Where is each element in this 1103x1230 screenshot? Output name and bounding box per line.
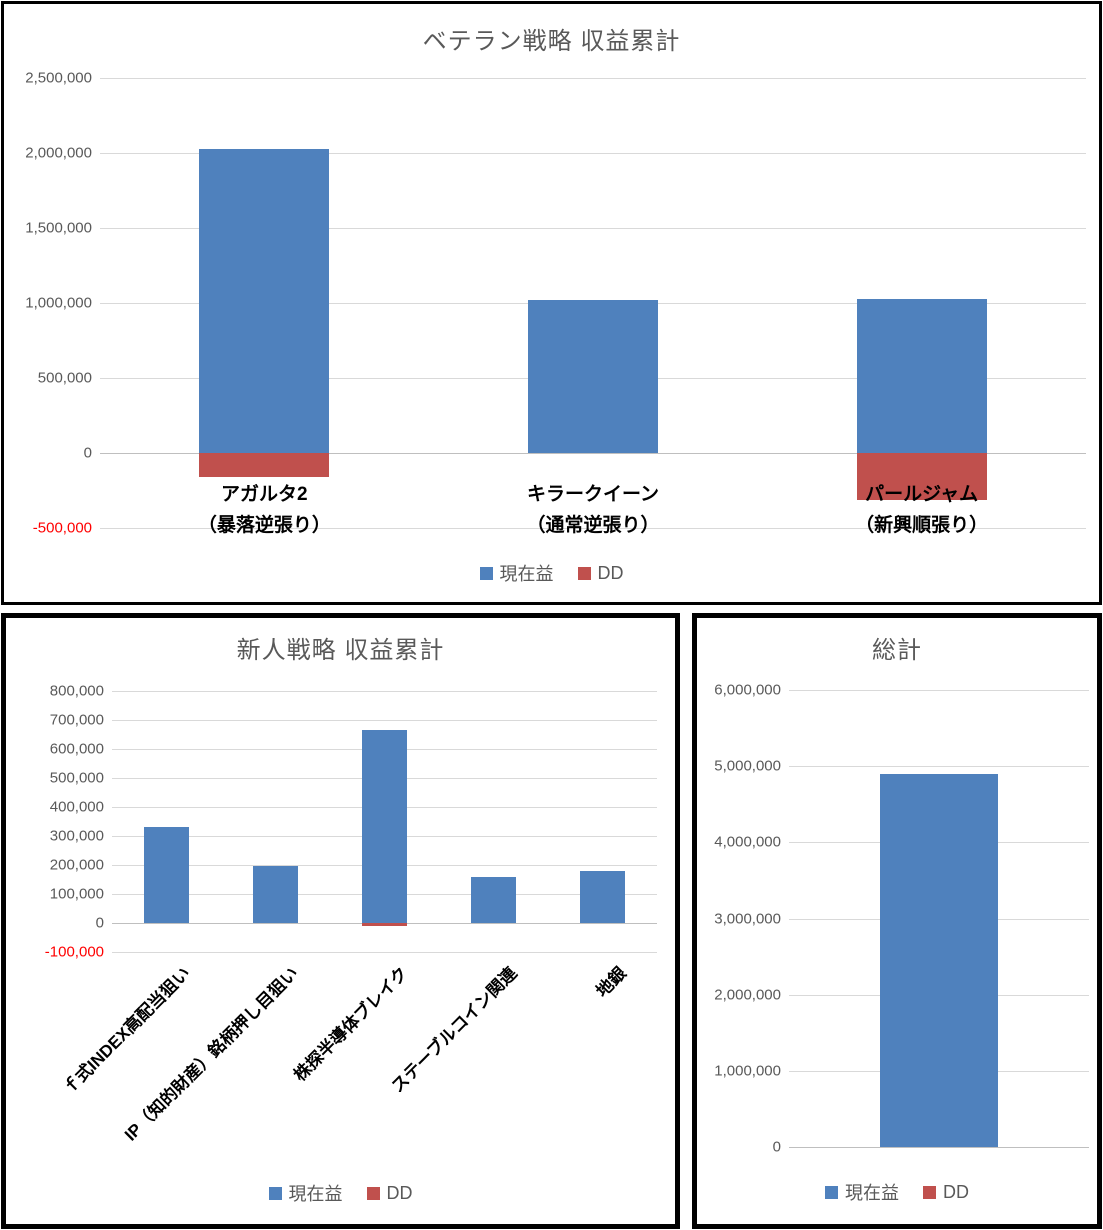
legend-swatch — [923, 1185, 936, 1199]
gridline — [112, 691, 657, 692]
dd-bar — [199, 453, 330, 477]
y-tick-label: 3,000,000 — [714, 910, 781, 927]
profit-bar — [253, 866, 298, 923]
legend-label: DD — [386, 1182, 413, 1203]
gridline — [789, 690, 1089, 691]
legend-item: 現在益 — [825, 1179, 899, 1205]
category-label-line: （暴落逆張り） — [197, 515, 331, 537]
y-tick-label: 400,000 — [49, 798, 104, 816]
y-tick-label: 0 — [772, 1138, 781, 1156]
gridline — [100, 453, 1086, 454]
category-label: キラークイーン （通常逆張り） — [443, 479, 743, 542]
profit-bar — [880, 773, 998, 1147]
chart-title: ベテラン戦略 収益累計 — [422, 28, 681, 55]
category-label: IP（知的財産）銘柄押し目狙い — [121, 963, 303, 1145]
y-tick-label: 2,500,000 — [25, 69, 92, 87]
chart-title: 総計 — [872, 637, 922, 664]
profit-bar — [144, 827, 189, 923]
legend-swatch — [479, 566, 493, 580]
legend-item: DD — [923, 1182, 969, 1203]
profit-bar — [199, 148, 330, 453]
category-label-line: パールジャム — [865, 484, 979, 505]
rookie-strategy-chart[interactable]: 新人戦略 収益累計 800,000 700,000 600,000 500,000 40… — [1, 613, 680, 1229]
y-tick-label: 5,000,000 — [714, 757, 781, 775]
profit-bar — [471, 876, 516, 923]
y-tick-label: 200,000 — [49, 856, 104, 874]
y-tick-label: 0 — [95, 914, 104, 932]
category-label-line: キラークイーン — [526, 484, 660, 505]
profit-bar — [580, 870, 625, 923]
legend-item: DD — [366, 1182, 413, 1204]
y-tick-label: 800,000 — [49, 682, 104, 700]
category-label: 地銀 — [591, 963, 630, 1002]
y-tick-label: 0 — [83, 444, 92, 462]
plot-area: 800,000 700,000 600,000 500,000 400,000 300,0… — [6, 618, 675, 1224]
y-tick-label: 500,000 — [49, 769, 104, 787]
veteran-strategy-chart[interactable]: ベテラン戦略 収益累計 2,500,000 2,000,000 1,500,000 1… — [1, 1, 1102, 605]
y-tick-label: 500,000 — [37, 369, 92, 387]
dd-bar — [362, 923, 407, 926]
category-label-line: （新興順張り） — [855, 515, 989, 537]
plot-area: 2,500,000 2,000,000 1,500,000 1,000,000 500,… — [4, 4, 1099, 602]
y-tick-label: 300,000 — [49, 827, 104, 845]
category-label: 株探半導体ブレイク — [290, 963, 412, 1085]
y-tick-label: -500,000 — [32, 519, 92, 537]
profit-bar — [362, 730, 407, 923]
category-label-line: （通常逆張り） — [526, 515, 660, 537]
gridline — [112, 720, 657, 721]
category-label: アガルタ2 （暴落逆張り） — [114, 479, 414, 542]
chart-title: 新人戦略 収益累計 — [236, 637, 445, 664]
legend-swatch — [366, 1186, 380, 1200]
gridline — [100, 78, 1086, 79]
y-tick-label: 600,000 — [49, 740, 104, 758]
gridline — [789, 766, 1089, 768]
plot-area: 6,000,000 5,000,000 4,000,000 3,000,000 2,00… — [697, 618, 1097, 1224]
legend: 現在益 DD — [4, 560, 1099, 586]
y-tick-label: 2,000,000 — [25, 144, 92, 162]
legend-label: 現在益 — [499, 564, 554, 584]
legend-swatch — [577, 566, 591, 580]
gridline — [100, 228, 1086, 229]
gridline — [789, 1147, 1089, 1148]
legend-label: DD — [597, 562, 624, 583]
category-label-line: アガルタ2 — [221, 484, 308, 505]
legend-item: 現在益 — [268, 1180, 343, 1206]
legend-item: 現在益 — [479, 560, 554, 586]
profit-bar — [528, 300, 658, 453]
legend-item: DD — [577, 562, 624, 584]
legend-label: 現在益 — [288, 1184, 343, 1204]
category-label: パールジャム （新興順張り） — [772, 479, 1072, 542]
legend-label: 現在益 — [845, 1183, 899, 1203]
legend: 現在益 DD — [697, 1179, 1097, 1205]
legend-swatch — [825, 1185, 838, 1199]
y-tick-label: 2,000,000 — [714, 986, 781, 1004]
y-tick-label: 1,500,000 — [25, 219, 92, 237]
y-tick-label: 1,000,000 — [25, 294, 92, 312]
y-tick-label: 700,000 — [49, 711, 104, 729]
y-tick-label: 6,000,000 — [714, 681, 781, 699]
gridline — [100, 528, 1086, 529]
dd-bar — [856, 453, 987, 500]
legend: 現在益 DD — [6, 1180, 675, 1206]
legend-label: DD — [943, 1181, 969, 1202]
profit-bar — [856, 298, 987, 453]
y-tick-label: -100,000 — [44, 943, 104, 961]
y-tick-label: 100,000 — [49, 885, 104, 903]
gridline — [112, 952, 657, 953]
legend-swatch — [268, 1186, 282, 1200]
total-chart[interactable]: 総計 6,000,000 5,000,000 4,000,000 3,000,000 2… — [692, 613, 1102, 1229]
y-tick-label: 1,000,000 — [714, 1062, 781, 1080]
gridline — [100, 153, 1086, 154]
y-tick-label: 4,000,000 — [714, 833, 781, 851]
